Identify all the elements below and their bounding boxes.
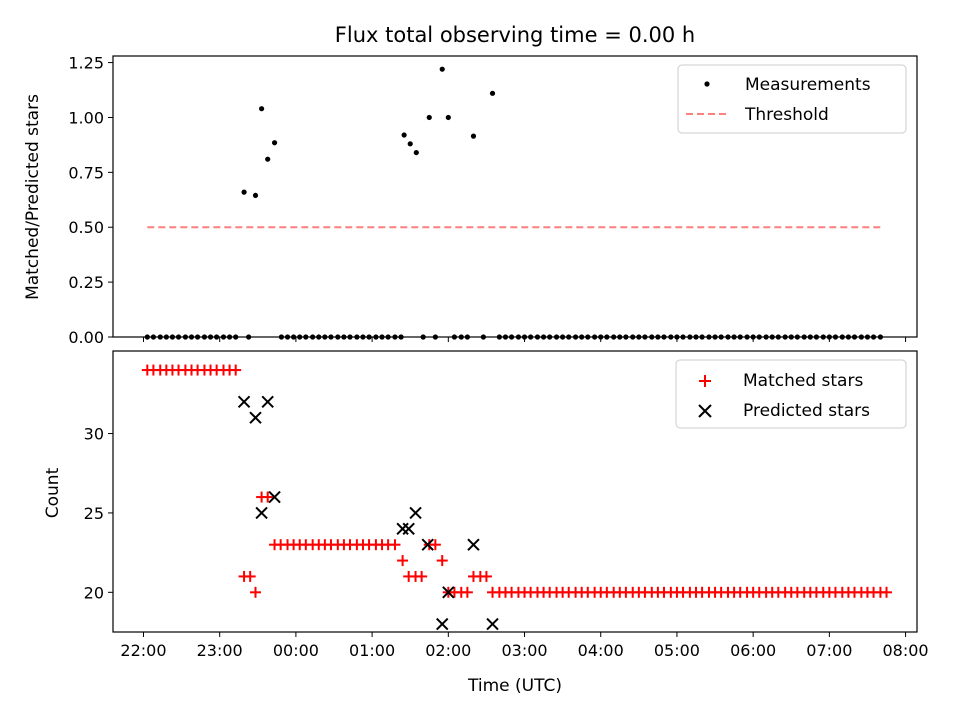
top-legend: Measurements Threshold <box>677 64 907 134</box>
matched-star-point <box>461 586 473 598</box>
predicted-star-stroke-b <box>486 617 499 631</box>
xtick-label: 22:00 <box>120 641 166 660</box>
predicted-star-point <box>261 395 274 409</box>
xtick-label: 03:00 <box>501 641 547 660</box>
predicted-star-point <box>237 395 251 409</box>
predicted-star-point <box>467 538 480 551</box>
xtick-label: 06:00 <box>730 641 776 660</box>
xtick-label: 01:00 <box>349 641 395 660</box>
bottom-x-axis: 22:00 23:00 00:00 01:00 02:00 03:00 04:00 05:00… <box>120 632 929 660</box>
predicted-star-point <box>486 617 499 631</box>
measurement-point <box>401 132 407 138</box>
measurement-point <box>241 189 247 195</box>
measurement-point <box>265 156 271 162</box>
top-ytick-label: 0.75 <box>68 163 104 182</box>
xtick-label: 04:00 <box>578 641 624 660</box>
bottom-y-axis-label: Count <box>43 467 63 518</box>
matched-star-point <box>429 539 441 551</box>
top-ytick-label: 0.50 <box>68 218 104 237</box>
predicted-star-stroke-b <box>249 411 262 424</box>
bottom-ytick-label: 20 <box>84 583 104 602</box>
top-panel: Flux total observing time = 0.00 h 0.000… <box>23 23 918 347</box>
top-ytick-label: 0.00 <box>68 328 104 347</box>
bottom-legend-box <box>675 359 907 429</box>
matched-star-point <box>881 586 893 598</box>
predicted-star-point <box>402 522 415 536</box>
xtick-label: 08:00 <box>883 641 929 660</box>
measurement-point <box>271 140 278 146</box>
predicted-star-point <box>442 586 455 599</box>
predicted-star-stroke-b <box>436 617 449 631</box>
predicted-star-stroke-b <box>261 395 274 409</box>
xtick-label: 02:00 <box>425 641 471 660</box>
matched-star-point <box>262 491 274 503</box>
bottom-ytick-label: 25 <box>84 504 104 523</box>
matched-star-point <box>480 570 492 582</box>
predicted-star-point <box>249 411 262 424</box>
measurement-point <box>489 90 496 96</box>
legend-matched-marker <box>699 375 711 387</box>
top-y-axis: 0.00 0.25 0.50 0.75 1.00 1.25 <box>68 54 113 347</box>
predicted-star-stroke-b <box>255 506 268 520</box>
measurement-point <box>445 114 451 121</box>
x-axis-label: Time (UTC) <box>467 676 562 696</box>
legend-predicted-marker <box>698 404 712 418</box>
top-ytick-label: 1.25 <box>68 54 104 73</box>
matched-star-point <box>244 570 256 582</box>
top-x-ticks <box>142 337 907 342</box>
legend-predicted-label: Predicted stars <box>743 401 870 421</box>
legend-measurements-marker <box>704 81 710 87</box>
top-y-axis-label: Matched/Predicted stars <box>23 94 43 300</box>
xtick-label: 23:00 <box>197 641 243 660</box>
bottom-axes-frame <box>112 350 918 633</box>
measurement-point <box>259 106 265 112</box>
measurement-point <box>470 133 477 139</box>
matched-star-point <box>436 555 448 567</box>
measurement-point <box>426 114 432 121</box>
legend-measurements-label: Measurements <box>745 75 871 95</box>
predicted-star-point <box>436 617 449 631</box>
legend-matched-label: Matched stars <box>743 371 863 391</box>
predicted-star-point <box>409 506 422 520</box>
bottom-legend: Matched stars Predicted stars <box>675 359 907 429</box>
predicted-star-stroke-b <box>442 586 455 599</box>
predicted-star-stroke-b <box>409 506 422 520</box>
predicted-star-point <box>421 538 434 551</box>
matched-star-point <box>230 364 242 376</box>
bottom-y-axis: 20 25 30 <box>84 425 113 602</box>
predicted-star-point <box>255 506 268 520</box>
predicted-star-stroke-b <box>402 522 415 536</box>
measurement-point <box>407 141 413 147</box>
predicted-star-stroke-b <box>237 395 251 409</box>
measurement-point <box>252 192 259 199</box>
predicted-star-stroke-b <box>421 538 434 551</box>
predicted-star-point <box>268 490 281 504</box>
bottom-ytick-label: 30 <box>84 425 104 444</box>
bottom-panel: 20 25 30 22:00 23:00 00:00 01:00 02:00 03:00 04:… <box>43 350 929 696</box>
top-legend-box <box>677 64 907 134</box>
predicted-star-stroke-b <box>467 538 480 551</box>
xtick-label: 07:00 <box>806 641 852 660</box>
top-ytick-label: 1.00 <box>68 108 104 127</box>
matched-star-point <box>250 586 262 598</box>
legend-threshold-label: Threshold <box>744 105 829 125</box>
xtick-label: 00:00 <box>273 641 319 660</box>
measurement-point <box>413 149 419 156</box>
matched-star-point <box>389 539 401 551</box>
top-axes-frame <box>112 55 918 338</box>
xtick-label: 05:00 <box>654 641 700 660</box>
top-ytick-label: 0.25 <box>68 273 104 292</box>
predicted-star-stroke-b <box>268 490 281 504</box>
matched-star-point <box>416 570 428 582</box>
matched-star-point <box>397 555 409 567</box>
measurement-point <box>439 66 445 72</box>
chart-title: Flux total observing time = 0.00 h <box>335 23 695 47</box>
bottom-plot-area <box>141 364 893 631</box>
